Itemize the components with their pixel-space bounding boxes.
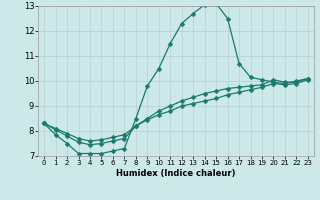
X-axis label: Humidex (Indice chaleur): Humidex (Indice chaleur) — [116, 169, 236, 178]
